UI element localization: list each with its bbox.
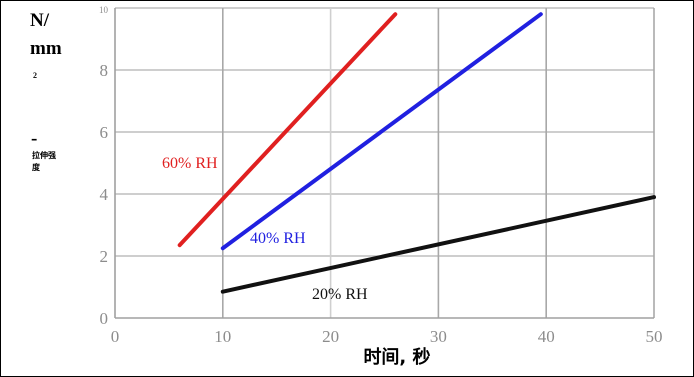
series-line-20-rh (220, 195, 656, 294)
x-tick-label-40: 40 (538, 327, 555, 346)
x-tick-label-50: 50 (646, 327, 663, 346)
series-label-20-rh: 20% RH (312, 286, 368, 303)
x-tick-label-10: 10 (214, 327, 231, 346)
x-tick-label-20: 20 (322, 327, 339, 346)
y-axis-label-line-1: mm (30, 38, 62, 59)
y-axis-label-line-2: 2 (33, 71, 37, 80)
series-line-60-rh (177, 12, 398, 248)
y-tick-label-0: 0 (100, 309, 109, 328)
x-axis-label: 时间, 秒 (363, 346, 430, 368)
y-axis-label-line-5: 度 (32, 162, 41, 172)
y-axis-label-line-3: - (31, 128, 37, 149)
y-tick-label-4: 4 (100, 185, 109, 204)
axes (114, 8, 654, 319)
series-group (177, 12, 656, 294)
y-axis-label-line-4: 拉伸强 (32, 150, 56, 160)
y-tick-label-6: 6 (100, 123, 109, 142)
y-tick-label-2: 2 (100, 247, 109, 266)
y-tick-label-8: 8 (100, 61, 109, 80)
labels: 0 2 4 6 8 10 0 10 20 30 40 50 60% RH 40% RH 20% RH (99, 5, 663, 346)
series-label-60-rh: 60% RH (162, 155, 218, 172)
y-axis-label-line-0: N/ (30, 10, 50, 31)
y-tick-label-10: 10 (99, 5, 109, 15)
x-tick-label-0: 0 (111, 327, 120, 346)
x-tick-label-30: 30 (430, 327, 447, 346)
grid (115, 7, 655, 318)
series-label-40-rh: 40% RH (250, 230, 306, 247)
series-line-40-rh (220, 12, 543, 251)
